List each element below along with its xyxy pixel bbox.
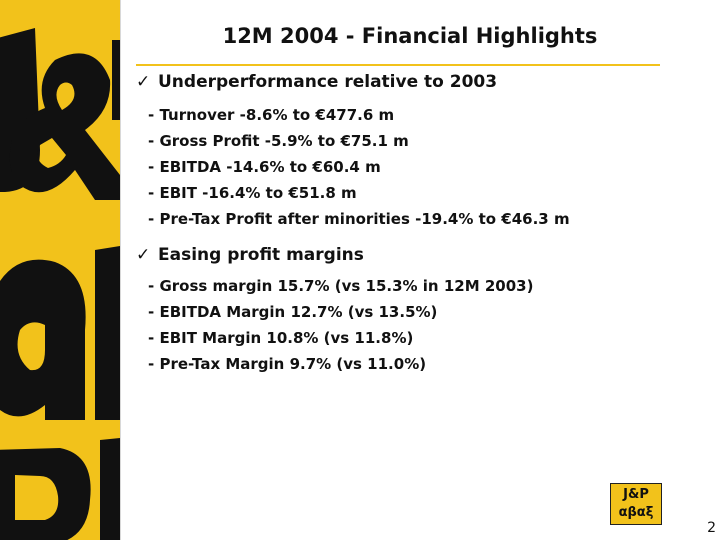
list-item: - EBIT -16.4% to €51.8 m — [148, 184, 357, 202]
list-item: - EBITDA -14.6% to €60.4 m — [148, 158, 381, 176]
checkmark-icon: ✓ — [136, 245, 151, 265]
company-logo: J&P αβαξ — [610, 483, 662, 525]
brand-logo-graphic — [0, 28, 120, 540]
logo-line-2: αβαξ — [618, 505, 654, 520]
list-item: - EBIT Margin 10.8% (vs 11.8%) — [148, 329, 414, 347]
sidebar-divider — [120, 0, 121, 540]
section-heading-underperformance: ✓ Underperformance relative to 2003 — [136, 72, 497, 92]
underperformance-list: - Turnover -8.6% to €477.6 m - Gross Pro… — [148, 102, 570, 232]
page-number: 2 — [707, 520, 716, 536]
section-heading-margins: ✓ Easing profit margins — [136, 245, 364, 265]
brand-sidebar — [0, 0, 120, 540]
section-heading-text: Easing profit margins — [158, 245, 364, 265]
title-underline — [136, 64, 660, 66]
margins-list: - Gross margin 15.7% (vs 15.3% in 12M 20… — [148, 273, 533, 377]
list-item: - Pre-Tax Profit after minorities -19.4%… — [148, 210, 570, 228]
list-item: - Pre-Tax Margin 9.7% (vs 11.0%) — [148, 355, 427, 373]
checkmark-icon: ✓ — [136, 72, 151, 92]
logo-line-1: J&P — [623, 487, 649, 502]
list-item: - Gross Profit -5.9% to €75.1 m — [148, 132, 409, 150]
list-item: - Gross margin 15.7% (vs 15.3% in 12M 20… — [148, 277, 534, 295]
list-item: - EBITDA Margin 12.7% (vs 13.5%) — [148, 303, 438, 321]
section-heading-text: Underperformance relative to 2003 — [158, 72, 498, 92]
slide-title: 12M 2004 - Financial Highlights — [222, 24, 598, 48]
list-item: - Turnover -8.6% to €477.6 m — [148, 106, 395, 124]
